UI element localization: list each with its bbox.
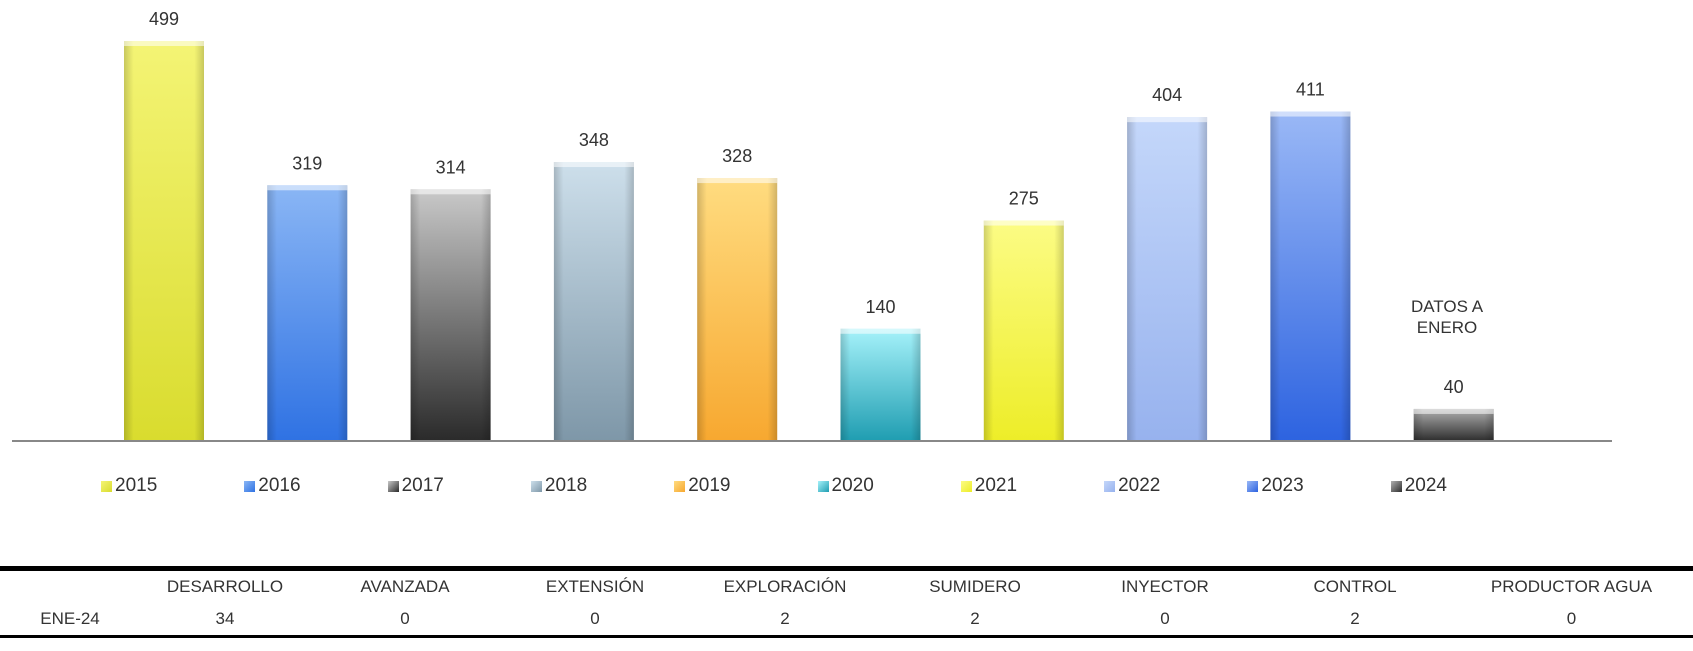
data-label-2015: 499 bbox=[149, 9, 179, 29]
bar-shade-2019 bbox=[697, 178, 777, 441]
bar-cap-2016 bbox=[267, 185, 347, 190]
bar-cap-2015 bbox=[124, 41, 204, 46]
legend-item-2024: 2024 bbox=[1391, 475, 1447, 497]
data-label-2018: 348 bbox=[579, 130, 609, 150]
bar-cap-2019 bbox=[697, 178, 777, 183]
legend-swatch bbox=[961, 481, 972, 492]
table-cell: ENE-24 bbox=[0, 603, 140, 637]
bar-shade-2015 bbox=[124, 41, 204, 441]
table-cell: 2 bbox=[690, 603, 880, 637]
legend-swatch bbox=[244, 481, 255, 492]
legend-label: 2020 bbox=[832, 475, 874, 497]
data-label-2023: 411 bbox=[1296, 80, 1325, 100]
table-cell: 0 bbox=[1070, 603, 1260, 637]
bar-chart: 499 319 314 348 328 140 275 404 411 40 bbox=[0, 0, 1693, 470]
legend-swatch bbox=[101, 481, 112, 492]
table-cell: 0 bbox=[500, 603, 690, 637]
legend-swatch bbox=[1104, 481, 1115, 492]
table-header-cell: INYECTOR bbox=[1070, 571, 1260, 603]
table-cell: 0 bbox=[310, 603, 500, 637]
legend-item-2018: 2018 bbox=[531, 475, 587, 497]
legend-swatch bbox=[388, 481, 399, 492]
legend-label: 2015 bbox=[115, 475, 157, 497]
bar-cap-2023 bbox=[1270, 112, 1350, 117]
bar-cap-2017 bbox=[411, 189, 491, 194]
summary-table: DESARROLLO AVANZADA EXTENSIÓN EXPLORACIÓN SU… bbox=[0, 566, 1693, 651]
bar-cap-2022 bbox=[1127, 117, 1207, 122]
legend-item-2016: 2016 bbox=[244, 475, 300, 497]
data-label-2021: 275 bbox=[1009, 189, 1039, 209]
bar-cap-2018 bbox=[554, 162, 634, 167]
chart-annotation: DATOS A ENERO bbox=[1382, 296, 1512, 338]
bar-shade-2016 bbox=[267, 185, 347, 441]
legend-swatch bbox=[818, 481, 829, 492]
legend-label: 2024 bbox=[1405, 475, 1447, 497]
chart-legend: 2015 2016 2017 2018 2019 2020 2021 2022 2023 2024 bbox=[0, 475, 1693, 501]
legend-item-2019: 2019 bbox=[674, 475, 730, 497]
legend-item-2021: 2021 bbox=[961, 475, 1017, 497]
legend-label: 2016 bbox=[258, 475, 300, 497]
bar-cap-2021 bbox=[984, 221, 1064, 226]
bar-shade-2022 bbox=[1127, 117, 1207, 441]
table-header-row: DESARROLLO AVANZADA EXTENSIÓN EXPLORACIÓN SU… bbox=[0, 571, 1693, 603]
table-header-cell: EXTENSIÓN bbox=[500, 571, 690, 603]
table-header-cell: SUMIDERO bbox=[880, 571, 1070, 603]
legend-swatch bbox=[1247, 481, 1258, 492]
table-cell: 2 bbox=[1260, 603, 1450, 637]
bar-cap-2020 bbox=[841, 329, 921, 334]
legend-item-2022: 2022 bbox=[1104, 475, 1160, 497]
data-label-2022: 404 bbox=[1152, 85, 1182, 105]
bar-shade-2023 bbox=[1270, 112, 1350, 441]
legend-label: 2018 bbox=[545, 475, 587, 497]
table-header-cell: AVANZADA bbox=[310, 571, 500, 603]
bar-shade-2021 bbox=[984, 221, 1064, 441]
legend-label: 2017 bbox=[402, 475, 444, 497]
table-body: ENE-24 34 0 0 2 2 0 2 0 bbox=[0, 603, 1693, 637]
legend-label: 2023 bbox=[1261, 475, 1303, 497]
table-row: ENE-24 34 0 0 2 2 0 2 0 bbox=[0, 603, 1693, 637]
table-header-cell bbox=[0, 571, 140, 603]
table-header-cell: PRODUCTOR AGUA bbox=[1450, 571, 1693, 603]
table-header-cell: EXPLORACIÓN bbox=[690, 571, 880, 603]
legend-label: 2022 bbox=[1118, 475, 1160, 497]
table-header-cell: CONTROL bbox=[1260, 571, 1450, 603]
table-cell: 34 bbox=[140, 603, 310, 637]
legend-item-2020: 2020 bbox=[818, 475, 874, 497]
table-cell: 0 bbox=[1450, 603, 1693, 637]
bar-cap-2024 bbox=[1414, 409, 1494, 414]
legend-swatch bbox=[1391, 481, 1402, 492]
table-cell: 2 bbox=[880, 603, 1070, 637]
legend-item-2015: 2015 bbox=[101, 475, 157, 497]
legend-swatch bbox=[531, 481, 542, 492]
legend-label: 2019 bbox=[688, 475, 730, 497]
bar-shade-2020 bbox=[841, 329, 921, 441]
data-label-2017: 314 bbox=[436, 157, 466, 177]
table-header-cell: DESARROLLO bbox=[140, 571, 310, 603]
bar-shade-2018 bbox=[554, 162, 634, 441]
data-label-2024: 40 bbox=[1444, 377, 1464, 397]
data-label-2019: 328 bbox=[722, 146, 752, 166]
bars-layer: 499 319 314 348 328 140 275 404 411 40 bbox=[124, 9, 1494, 441]
legend-swatch bbox=[674, 481, 685, 492]
legend-item-2017: 2017 bbox=[388, 475, 444, 497]
legend-item-2023: 2023 bbox=[1247, 475, 1303, 497]
legend-label: 2021 bbox=[975, 475, 1017, 497]
data-label-2020: 140 bbox=[865, 297, 895, 317]
data-label-2016: 319 bbox=[292, 153, 322, 173]
bar-shade-2017 bbox=[411, 189, 491, 441]
